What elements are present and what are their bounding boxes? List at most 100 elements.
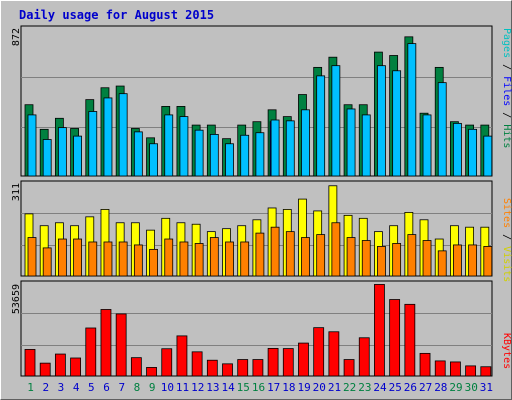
kbytes-bar bbox=[358, 337, 370, 377]
day-label: 25 bbox=[389, 381, 402, 394]
sites-bar bbox=[118, 241, 128, 277]
files-bar bbox=[133, 131, 143, 177]
files-bar bbox=[468, 128, 478, 177]
kbytes-bar bbox=[343, 359, 355, 377]
files-bar bbox=[346, 108, 356, 177]
legend-files: Files bbox=[501, 76, 512, 106]
sites-bar bbox=[73, 238, 82, 277]
sites-bar bbox=[240, 241, 250, 277]
kbytes-bar bbox=[465, 365, 477, 377]
files-bar bbox=[225, 143, 234, 177]
files-bar bbox=[301, 109, 310, 177]
legend-visits: Visits bbox=[501, 246, 512, 282]
kbytes-bar bbox=[161, 348, 173, 377]
legend-kbytes: KBytes bbox=[501, 333, 512, 369]
legend-sep2: / bbox=[501, 106, 512, 124]
legend-sep1: / bbox=[501, 58, 512, 76]
kbytes-bar bbox=[24, 349, 36, 377]
kbytes-bar bbox=[404, 303, 416, 377]
files-bar bbox=[164, 114, 174, 177]
sites-bar bbox=[453, 244, 462, 277]
kbytes-bar bbox=[389, 299, 401, 377]
kbytes-bar bbox=[419, 352, 431, 377]
files-bar bbox=[27, 114, 37, 177]
kbytes-bar bbox=[39, 362, 51, 377]
files-bar bbox=[149, 143, 158, 177]
sites-bar bbox=[225, 241, 234, 277]
kbytes-bar bbox=[237, 359, 249, 377]
files-bar bbox=[316, 75, 326, 177]
kbytes-bar bbox=[313, 327, 325, 377]
kbytes-bar bbox=[70, 357, 81, 377]
day-label: 15 bbox=[237, 381, 250, 394]
files-bar bbox=[361, 114, 371, 177]
day-label: 13 bbox=[206, 381, 219, 394]
day-label: 18 bbox=[282, 381, 295, 394]
sites-bar bbox=[422, 240, 432, 277]
kbytes-bar bbox=[480, 366, 492, 377]
day-label: 8 bbox=[134, 381, 141, 394]
hits-max-label: 872 bbox=[11, 28, 22, 46]
files-bar bbox=[483, 135, 493, 177]
day-label: 28 bbox=[434, 381, 447, 394]
files-bar bbox=[73, 135, 82, 177]
kbytes-bar bbox=[130, 357, 142, 377]
day-label: 27 bbox=[419, 381, 432, 394]
sites-bar bbox=[209, 237, 219, 277]
files-bar bbox=[422, 114, 432, 177]
kbytes-bar bbox=[206, 359, 218, 377]
legend-hits: Hits bbox=[501, 124, 512, 148]
files-bar bbox=[285, 120, 295, 177]
sites-bar bbox=[88, 241, 98, 277]
sites-bar bbox=[407, 234, 417, 277]
panel1-legend: Pages / Files / Hits bbox=[501, 28, 512, 148]
day-label: 23 bbox=[358, 381, 371, 394]
day-label: 22 bbox=[343, 381, 356, 394]
sites-bar bbox=[194, 243, 204, 277]
day-label: 17 bbox=[267, 381, 280, 394]
files-bar bbox=[209, 134, 219, 177]
day-label: 4 bbox=[73, 381, 80, 394]
sites-bar bbox=[133, 244, 143, 277]
files-bar bbox=[88, 111, 98, 177]
files-bar bbox=[453, 122, 462, 177]
files-bar bbox=[377, 65, 386, 177]
day-label: 30 bbox=[465, 381, 478, 394]
sites-bar bbox=[285, 231, 295, 277]
kbytes-bar bbox=[85, 327, 97, 377]
day-label: 26 bbox=[404, 381, 417, 394]
files-bar bbox=[437, 82, 447, 177]
sites-bar bbox=[331, 222, 341, 277]
sites-bar bbox=[149, 248, 158, 277]
files-bar bbox=[240, 134, 250, 177]
kbytes-bar bbox=[146, 367, 157, 377]
kbytes-bar bbox=[54, 353, 66, 377]
sites-bar bbox=[103, 241, 113, 277]
legend-pages: Pages bbox=[501, 28, 512, 58]
day-label: 31 bbox=[480, 381, 493, 394]
kbytes-bar bbox=[115, 313, 127, 377]
files-bar bbox=[331, 65, 341, 177]
files-bar bbox=[42, 139, 52, 177]
day-label: 21 bbox=[328, 381, 341, 394]
sites-bar bbox=[316, 234, 326, 277]
files-bar bbox=[255, 132, 265, 177]
kbytes-bar bbox=[282, 348, 294, 377]
day-label: 10 bbox=[161, 381, 174, 394]
sites-bar bbox=[483, 246, 493, 277]
day-label: 14 bbox=[221, 381, 235, 394]
kbytes-bar bbox=[222, 363, 233, 377]
sites-bar bbox=[361, 240, 371, 277]
sites-bar bbox=[392, 243, 402, 277]
files-bar bbox=[407, 43, 417, 177]
panel2-legend: Sites / Visits bbox=[501, 198, 512, 282]
kbytes-bar bbox=[298, 342, 309, 377]
kbytes-max-label: 53659 bbox=[11, 284, 22, 314]
visits-max-label: 311 bbox=[11, 183, 22, 201]
files-bar bbox=[270, 119, 280, 177]
chart-title: Daily usage for August 2015 bbox=[19, 8, 215, 22]
kbytes-bar bbox=[434, 360, 446, 377]
files-bar bbox=[118, 93, 128, 177]
day-label: 11 bbox=[176, 381, 189, 394]
